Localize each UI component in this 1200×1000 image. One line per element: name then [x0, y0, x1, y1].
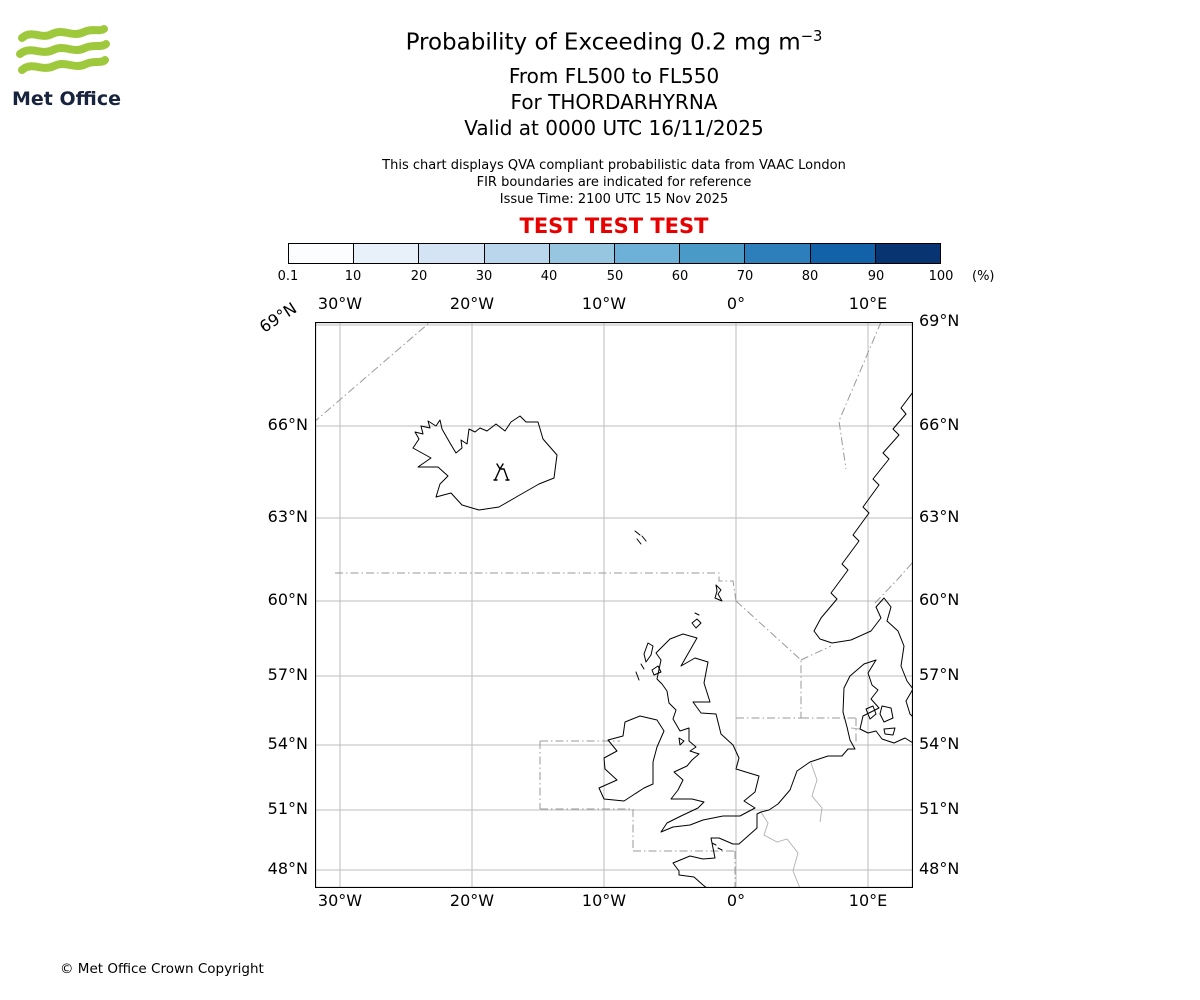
colorbar-tick: 30: [475, 269, 493, 284]
axis-label-lon-bottom: 20°W: [449, 891, 495, 910]
map-canvas: [315, 322, 913, 888]
met-office-logo-wordmark: Met Office: [12, 88, 121, 110]
norway-coastline: [813, 391, 913, 690]
colorbar-segment: [810, 244, 876, 263]
colorbar-tick: 90: [867, 269, 885, 284]
axis-label-lat-right: 48°N: [919, 859, 960, 878]
subtitle-flight-levels: From FL500 to FL550: [508, 64, 720, 88]
note-qva: This chart displays QVA compliant probab…: [382, 158, 846, 173]
probability-colorbar: 0.1 10 20 30 40 50 60 70 80 90 100 (%): [278, 243, 995, 303]
fir-boundary: [335, 572, 737, 602]
colorbar-tick: 10: [344, 269, 362, 284]
axis-label-lat-left: 69°N: [255, 298, 301, 337]
axis-label-lat-left: 63°N: [267, 507, 308, 526]
axis-label-lat-left: 60°N: [267, 590, 308, 609]
axis-label-lat-right: 57°N: [919, 665, 960, 684]
axis-label-lat-left: 57°N: [267, 665, 308, 684]
axis-label-lat-right: 69°N: [919, 311, 960, 330]
colorbar-tick: 70: [736, 269, 754, 284]
test-banner: TEST TEST TEST: [519, 214, 709, 238]
colorbar-segment: [549, 244, 616, 263]
axis-label-lat-right: 66°N: [919, 415, 960, 434]
axis-label-lat-right: 63°N: [919, 507, 960, 526]
axis-label-lat-right: 54°N: [919, 734, 960, 753]
axis-label-lon-top: 30°W: [317, 294, 363, 313]
fir-boundary: [838, 322, 882, 470]
great-britain-coastline: [655, 633, 760, 833]
volcano-marker: [493, 463, 510, 481]
colorbar-tick: 20: [410, 269, 428, 284]
iceland-coastline: [412, 415, 558, 511]
country-borders: [760, 727, 861, 888]
fir-boundary: [315, 322, 430, 422]
chart-title: Probability of Exceeding 0.2 mg m−3: [315, 28, 913, 56]
colorbar-segment: [615, 244, 681, 263]
axis-label-lon-bottom: 10°W: [581, 891, 627, 910]
axis-label-lat-left: 66°N: [267, 415, 308, 434]
colorbar-tick: 40: [540, 269, 558, 284]
colorbar-segment: [875, 244, 941, 263]
colorbar-segment: [354, 244, 420, 263]
fir-boundary: [735, 600, 857, 743]
note-fir: FIR boundaries are indicated for referen…: [476, 175, 752, 190]
colorbar-tick: 50: [606, 269, 624, 284]
colorbar-tick: 60: [671, 269, 689, 284]
axis-label-lat-left: 54°N: [267, 734, 308, 753]
ireland-coastline: [598, 715, 665, 802]
colorbar-segment: [680, 244, 746, 263]
hebrides-coastline: [635, 642, 662, 681]
axis-label-lon-top: 20°W: [449, 294, 495, 313]
shetland-coastline: [714, 584, 723, 602]
colorbar-tick: 80: [801, 269, 819, 284]
map-graticule: [315, 322, 913, 888]
continental-north-sea-coastline: [672, 659, 877, 888]
fir-boundary: [874, 561, 913, 604]
axis-label-lat-left: 51°N: [267, 799, 308, 818]
colorbar-segment: [745, 244, 811, 263]
colorbar-segment: [289, 244, 355, 263]
sweden-coastline: [905, 688, 913, 718]
met-office-logo-icon: [16, 25, 110, 74]
colorbar-tick: 100: [928, 269, 954, 284]
copyright-text: © Met Office Crown Copyright: [60, 961, 264, 977]
subtitle-valid-time: Valid at 0000 UTC 16/11/2025: [464, 116, 764, 140]
axis-label-lon-bottom: 30°W: [317, 891, 363, 910]
orkney-coastline: [691, 612, 702, 629]
isle-of-man-coastline: [678, 737, 685, 746]
axis-label-lon-bottom: 0°: [726, 891, 746, 910]
map-frame: [315, 322, 913, 888]
axis-label-lat-left: 48°N: [267, 859, 308, 878]
note-issue-time: Issue Time: 2100 UTC 15 Nov 2025: [499, 192, 729, 207]
fir-boundary: [539, 740, 736, 888]
axis-label-lat-right: 51°N: [919, 799, 960, 818]
axis-label-lon-top: 10°W: [581, 294, 627, 313]
colorbar-segment: [484, 244, 550, 263]
axis-label-lat-right: 60°N: [919, 590, 960, 609]
faroe-islands-coastline: [634, 530, 647, 545]
colorbar-segment: [419, 244, 485, 263]
subtitle-volcano: For THORDARHYRNA: [510, 90, 718, 114]
axis-label-lon-top: 10°E: [848, 294, 888, 313]
denmark-jutland-coastline: [859, 659, 913, 744]
colorbar-tick: 0.1: [277, 269, 299, 284]
fir-boundaries: [315, 322, 913, 888]
channel-islands-coastline: [711, 842, 723, 851]
colorbar-unit: (%): [972, 269, 995, 284]
chart-title-exponent: −3: [800, 28, 823, 45]
colorbar-segments: [288, 243, 941, 264]
axis-label-lon-bottom: 10°E: [848, 891, 888, 910]
chart-title-text: Probability of Exceeding 0.2 mg m: [405, 29, 801, 56]
axis-label-lon-top: 0°: [726, 294, 746, 313]
danish-islands-coastline: [865, 705, 896, 736]
